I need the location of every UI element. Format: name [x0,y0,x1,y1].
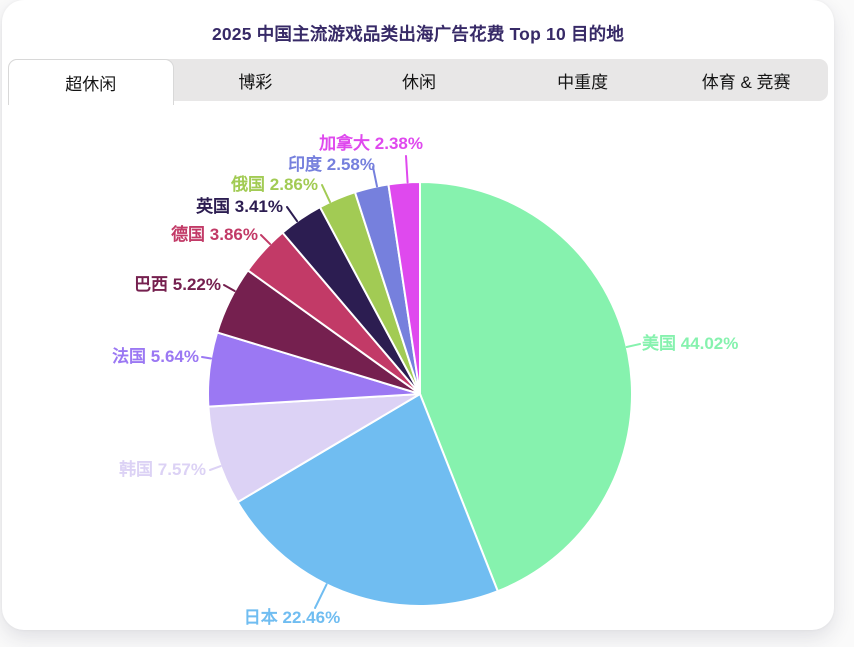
tab-hyper-casual[interactable]: 超休闲 [8,59,174,105]
chart-title: 2025 中国主流游戏品类出海广告花费 Top 10 目的地 [211,24,625,44]
tab-mid-hardcore[interactable]: 中重度 [557,72,609,92]
pie-slice-japan[interactable] [236,393,499,607]
pie-slice-korea[interactable] [207,393,421,504]
pie-slice-usa[interactable] [419,181,633,593]
tab-gambling[interactable]: 博彩 [238,72,273,92]
tab-sports-racing[interactable]: 体育 & 竞赛 [701,72,791,92]
tab-bar: 超休闲 博彩 休闲 中重度 体育 & 竞赛 [8,59,828,105]
tab-casual[interactable]: 休闲 [401,72,436,92]
pie-slice-canada[interactable] [387,181,421,395]
